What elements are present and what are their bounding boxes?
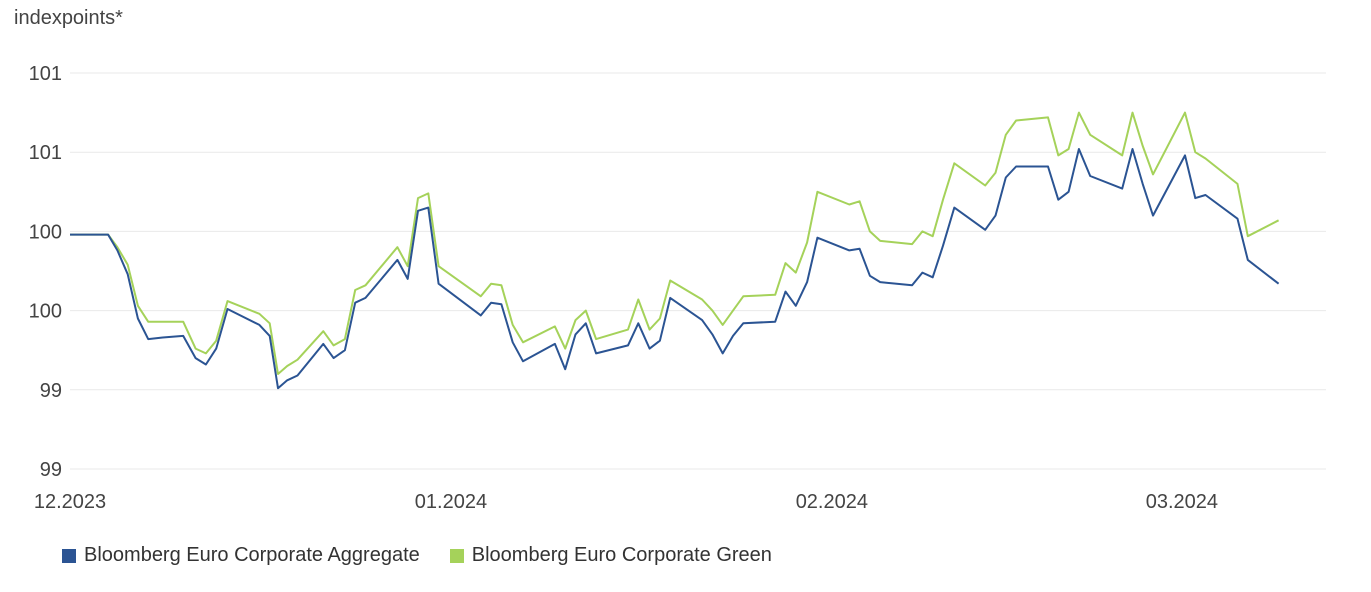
gridlines — [70, 72, 1326, 470]
x-tick-label: 03.2024 — [1146, 491, 1218, 513]
series-line-aggregate — [70, 148, 1280, 390]
x-tick-label: 12.2023 — [34, 491, 106, 513]
legend-item-aggregate[interactable]: Bloomberg Euro Corporate Aggregate — [62, 544, 420, 567]
legend-swatch-green — [449, 548, 464, 563]
x-tick-label: 02.2024 — [796, 491, 868, 513]
legend: Bloomberg Euro Corporate Aggregate Bloom… — [62, 544, 772, 567]
y-tick-label: 99 — [40, 459, 62, 481]
legend-item-green[interactable]: Bloomberg Euro Corporate Green — [449, 544, 772, 567]
y-tick-label: 100 — [29, 301, 62, 323]
x-tick-label: 01.2024 — [415, 491, 487, 513]
y-tick-label: 99 — [40, 380, 62, 402]
series-line-green — [70, 111, 1280, 375]
y-tick-label: 100 — [29, 221, 62, 243]
series-lines — [70, 111, 1280, 390]
y-tick-label: 101 — [29, 63, 62, 85]
legend-swatch-aggregate — [62, 548, 76, 563]
x-axis-ticks: 12.2023 01.2024 02.2024 03.2024 — [34, 491, 1218, 513]
y-axis-label: indexpoints* — [14, 7, 123, 29]
y-axis-ticks: 99 99 100 100 101 101 — [29, 63, 62, 481]
y-tick-label: 101 — [29, 142, 62, 164]
legend-label-green: Bloomberg Euro Corporate Green — [471, 544, 772, 566]
legend-label-aggregate: Bloomberg Euro Corporate Aggregate — [84, 544, 420, 566]
